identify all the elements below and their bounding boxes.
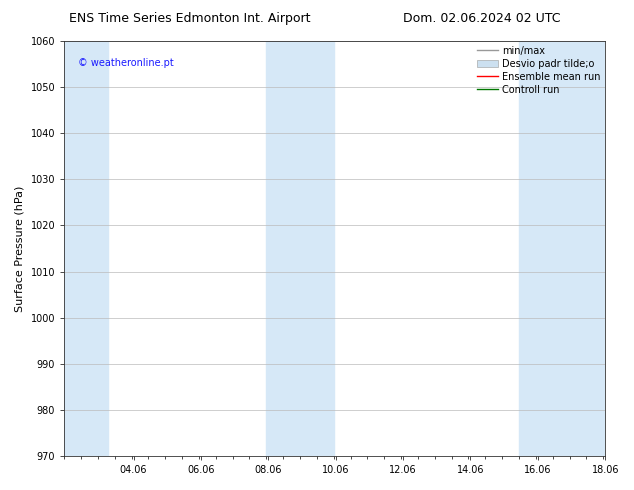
- Bar: [64, 41, 108, 456]
- Text: Dom. 02.06.2024 02 UTC: Dom. 02.06.2024 02 UTC: [403, 12, 560, 25]
- Legend: min/max, Desvio padr tilde;o, Ensemble mean run, Controll run: min/max, Desvio padr tilde;o, Ensemble m…: [477, 46, 600, 95]
- Bar: [266, 41, 333, 456]
- Bar: [519, 41, 605, 456]
- Text: © weatheronline.pt: © weatheronline.pt: [78, 58, 174, 68]
- Y-axis label: Surface Pressure (hPa): Surface Pressure (hPa): [15, 185, 25, 312]
- Text: ENS Time Series Edmonton Int. Airport: ENS Time Series Edmonton Int. Airport: [70, 12, 311, 25]
